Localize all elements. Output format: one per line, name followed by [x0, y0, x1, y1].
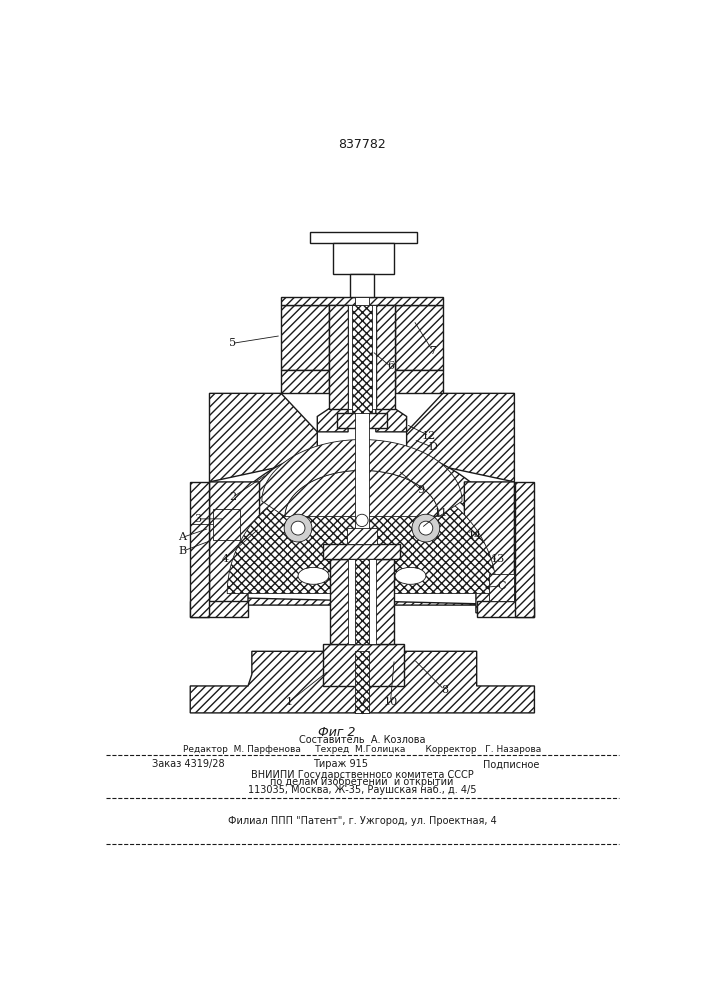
- Polygon shape: [337, 413, 387, 428]
- Text: 8: 8: [440, 685, 448, 695]
- Text: Составитель  А. Козлова: Составитель А. Козлова: [298, 735, 425, 745]
- Text: 2: 2: [229, 492, 236, 502]
- Polygon shape: [281, 305, 329, 370]
- Text: 5: 5: [229, 338, 236, 348]
- Polygon shape: [317, 409, 348, 432]
- Polygon shape: [190, 651, 534, 713]
- Polygon shape: [348, 559, 376, 644]
- Polygon shape: [209, 482, 259, 613]
- Polygon shape: [489, 574, 514, 601]
- Text: 837782: 837782: [338, 138, 386, 151]
- Circle shape: [419, 521, 433, 535]
- Text: Тираж 915: Тираж 915: [313, 759, 368, 769]
- Text: по делам изобретений  и открытий: по делам изобретений и открытий: [270, 777, 454, 787]
- Polygon shape: [348, 305, 376, 409]
- Polygon shape: [281, 297, 443, 305]
- Text: 1: 1: [285, 697, 293, 707]
- Polygon shape: [352, 305, 372, 413]
- Polygon shape: [355, 559, 369, 644]
- Polygon shape: [515, 482, 534, 617]
- Circle shape: [284, 514, 312, 542]
- Polygon shape: [376, 305, 395, 409]
- Polygon shape: [395, 305, 443, 370]
- Polygon shape: [376, 409, 407, 432]
- Polygon shape: [322, 644, 404, 686]
- Polygon shape: [464, 482, 515, 613]
- Text: 3: 3: [194, 514, 201, 524]
- Circle shape: [412, 514, 440, 542]
- Polygon shape: [190, 482, 209, 617]
- Polygon shape: [324, 544, 400, 559]
- Polygon shape: [477, 601, 534, 617]
- Polygon shape: [329, 305, 348, 409]
- Polygon shape: [355, 651, 369, 713]
- Circle shape: [291, 521, 305, 535]
- Text: 6: 6: [387, 361, 394, 371]
- Text: ВНИИПИ Государственного комитета СССР: ВНИИПИ Государственного комитета СССР: [250, 770, 473, 780]
- Text: 13: 13: [491, 554, 506, 564]
- Polygon shape: [190, 601, 248, 617]
- Polygon shape: [351, 274, 373, 297]
- Polygon shape: [407, 393, 515, 482]
- Text: 11: 11: [433, 508, 448, 518]
- Text: 14: 14: [468, 531, 482, 541]
- Text: Филиал ППП "Патент", г. Ужгород, ул. Проектная, 4: Филиал ППП "Патент", г. Ужгород, ул. Про…: [228, 816, 496, 826]
- Text: Редактор  М. Парфенова     Техред  М.Голицка       Корректор   Г. Назарова: Редактор М. Парфенова Техред М.Голицка К…: [183, 745, 541, 754]
- Polygon shape: [346, 528, 378, 544]
- Text: 10: 10: [383, 697, 397, 707]
- Polygon shape: [192, 445, 532, 605]
- Polygon shape: [329, 559, 395, 644]
- Polygon shape: [395, 370, 443, 393]
- Text: 12: 12: [422, 431, 436, 441]
- Text: 4: 4: [221, 554, 228, 564]
- Text: Подписное: Подписное: [483, 759, 539, 769]
- Polygon shape: [262, 440, 462, 517]
- Ellipse shape: [395, 567, 426, 584]
- Text: C: C: [498, 581, 506, 591]
- Text: 113035, Москва, Ж-35, Раушская наб., д. 4/5: 113035, Москва, Ж-35, Раушская наб., д. …: [247, 785, 477, 795]
- Text: D: D: [428, 442, 437, 452]
- Ellipse shape: [298, 567, 329, 584]
- Polygon shape: [310, 232, 417, 243]
- Text: A: A: [179, 532, 187, 542]
- Text: 7: 7: [429, 346, 436, 356]
- Text: Фиг 2: Фиг 2: [317, 726, 356, 739]
- Polygon shape: [281, 370, 329, 393]
- Polygon shape: [333, 243, 395, 274]
- Polygon shape: [214, 509, 240, 540]
- Circle shape: [356, 514, 368, 527]
- Text: B: B: [178, 546, 187, 556]
- Polygon shape: [355, 297, 369, 582]
- Text: 9: 9: [418, 485, 425, 495]
- Polygon shape: [209, 393, 317, 482]
- Text: Заказ 4319/28: Заказ 4319/28: [152, 759, 224, 769]
- Polygon shape: [227, 472, 497, 594]
- Polygon shape: [285, 470, 439, 517]
